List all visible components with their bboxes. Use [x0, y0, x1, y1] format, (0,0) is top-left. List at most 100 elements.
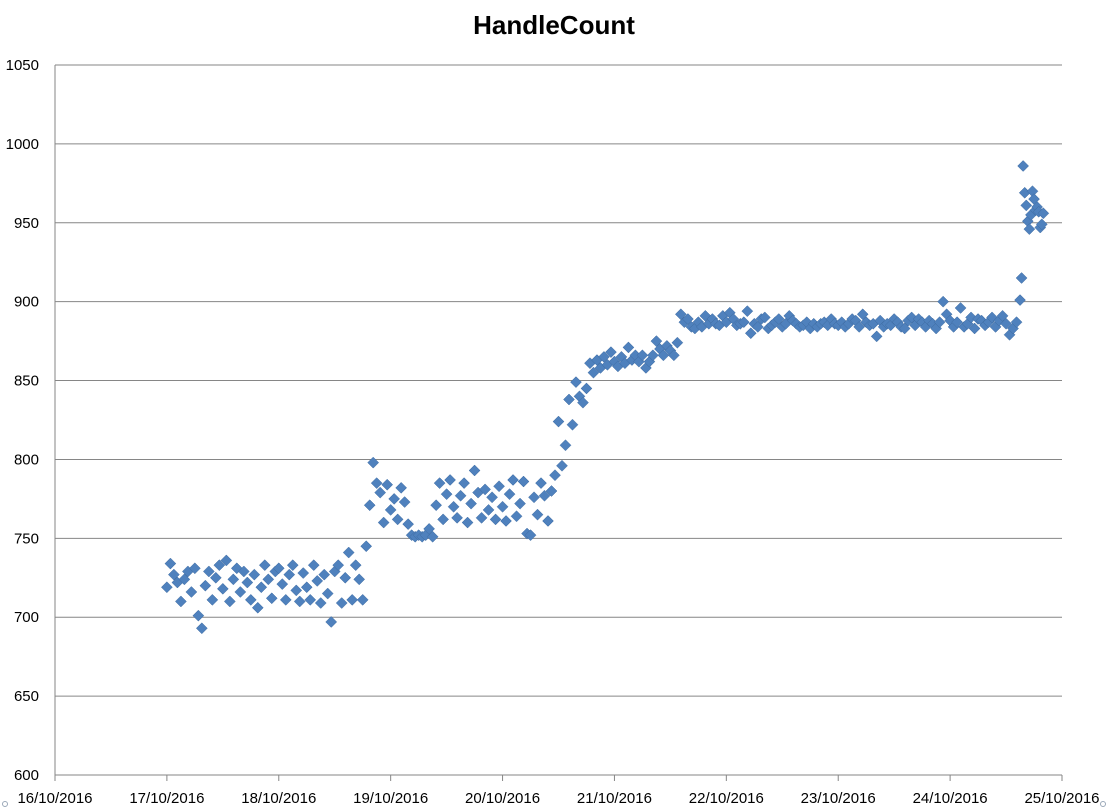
- data-point: [395, 481, 408, 494]
- data-point: [346, 594, 359, 606]
- data-point: [737, 316, 750, 329]
- data-point: [566, 418, 579, 431]
- data-point: [297, 567, 310, 579]
- data-point: [1014, 294, 1026, 306]
- data-point: [535, 477, 547, 489]
- data-point: [304, 594, 317, 606]
- data-point: [598, 351, 610, 363]
- data-point: [192, 609, 205, 622]
- data-point: [479, 483, 491, 496]
- data-point: [258, 559, 271, 572]
- resize-handle-bottom-left[interactable]: [2, 801, 8, 807]
- data-point: [237, 565, 250, 578]
- data-point: [363, 499, 376, 512]
- data-point: [220, 554, 233, 567]
- data-point: [772, 313, 785, 325]
- data-point: [314, 597, 327, 609]
- data-point: [650, 335, 663, 347]
- data-point: [675, 308, 687, 321]
- y-tick-label: 800: [14, 451, 39, 468]
- data-point: [559, 439, 572, 452]
- x-tick-label: 23/10/2016: [801, 790, 876, 807]
- y-tick-label: 1000: [6, 136, 39, 153]
- data-point: [933, 316, 946, 329]
- data-point: [465, 497, 477, 510]
- data-point: [353, 573, 366, 586]
- data-point: [514, 497, 526, 510]
- y-tick-label: 1050: [6, 57, 39, 74]
- data-point: [1035, 218, 1048, 231]
- x-tick-label: 20/10/2016: [465, 790, 540, 807]
- y-tick-label: 950: [14, 215, 39, 232]
- data-point: [461, 516, 474, 529]
- x-tick-label: 24/10/2016: [913, 790, 988, 807]
- data-point: [605, 346, 617, 359]
- data-point: [374, 486, 387, 499]
- data-point: [290, 584, 303, 597]
- data-point: [398, 496, 411, 508]
- data-point: [241, 576, 254, 589]
- x-tick-label: 18/10/2016: [241, 790, 316, 807]
- data-point: [447, 500, 460, 513]
- data-point: [622, 341, 635, 354]
- x-tick-label: 16/10/2016: [17, 790, 92, 807]
- data-point: [1023, 223, 1036, 235]
- data-point: [321, 587, 334, 600]
- data-point: [307, 559, 320, 572]
- data-point: [388, 493, 401, 505]
- data-point: [178, 573, 191, 586]
- data-point: [202, 565, 215, 578]
- x-tick-label: 25/10/2016: [1024, 790, 1099, 807]
- data-point: [430, 499, 442, 512]
- data-point: [758, 311, 771, 324]
- data-point: [185, 586, 198, 598]
- data-point: [853, 321, 866, 333]
- data-point: [968, 322, 981, 335]
- y-tick-label: 650: [14, 688, 39, 705]
- data-point: [335, 597, 348, 609]
- data-point: [342, 546, 355, 559]
- data-point: [475, 511, 488, 524]
- data-point: [503, 488, 516, 501]
- data-point: [440, 488, 453, 501]
- chart-title: HandleCount: [473, 10, 635, 40]
- data-point: [384, 504, 397, 516]
- data-point: [223, 595, 236, 608]
- data-point: [367, 456, 380, 469]
- data-point: [510, 510, 523, 523]
- data-point: [671, 336, 684, 349]
- data-point: [556, 459, 568, 472]
- data-point: [437, 513, 449, 526]
- data-point: [454, 489, 467, 502]
- data-point: [563, 393, 575, 406]
- resize-handle-bottom-right[interactable]: [1100, 801, 1106, 807]
- data-point: [486, 491, 498, 504]
- y-tick-label: 750: [14, 530, 39, 547]
- data-point: [856, 308, 869, 321]
- data-point: [311, 575, 324, 587]
- data-point: [293, 595, 306, 608]
- data-point: [500, 515, 512, 527]
- data-point: [657, 349, 670, 362]
- data-point: [423, 523, 435, 535]
- data-point: [870, 330, 883, 343]
- x-tick-label: 17/10/2016: [129, 790, 204, 807]
- data-point: [545, 485, 558, 497]
- data-point: [175, 595, 187, 608]
- data-point: [1015, 272, 1028, 284]
- data-point: [524, 529, 537, 542]
- data-point: [391, 513, 404, 526]
- data-points: [161, 160, 1050, 635]
- data-point: [272, 562, 285, 575]
- data-point: [507, 474, 519, 486]
- data-point: [279, 594, 292, 606]
- data-point: [433, 477, 446, 489]
- data-point: [318, 568, 331, 581]
- data-point: [332, 559, 345, 572]
- data-point: [682, 313, 694, 325]
- data-point: [265, 592, 278, 605]
- data-point: [262, 573, 275, 586]
- data-point: [283, 568, 296, 581]
- data-point: [356, 594, 369, 606]
